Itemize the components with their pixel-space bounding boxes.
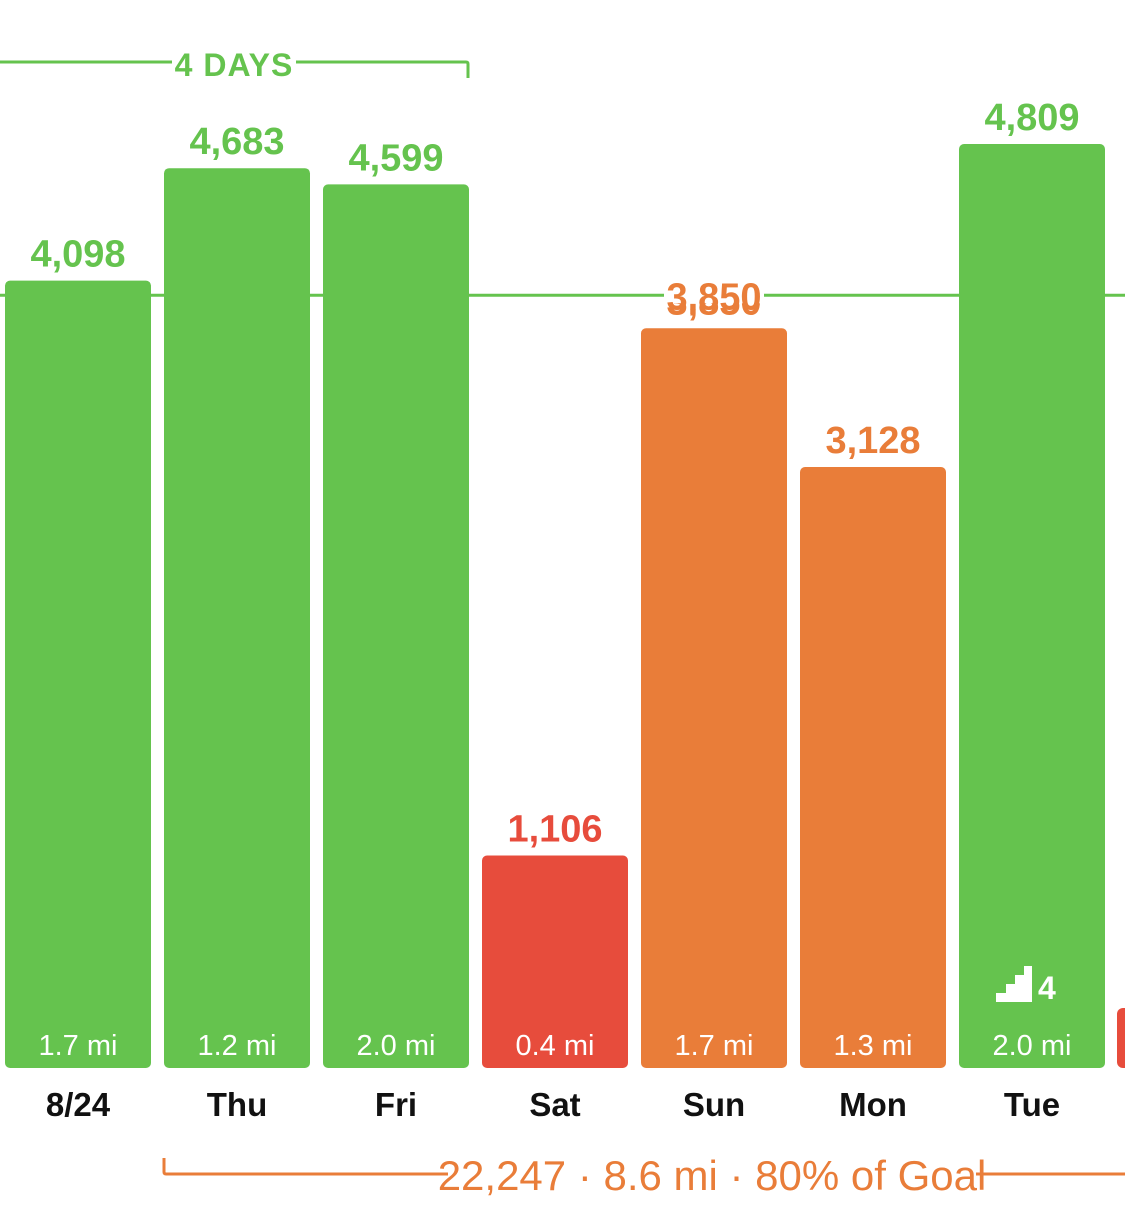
distance-label: 1.7 mi xyxy=(39,1030,118,1062)
x-tick-label: 8/24 xyxy=(46,1086,111,1123)
bar-fri[interactable] xyxy=(323,184,469,1068)
streak-bracket-line-right xyxy=(296,60,470,78)
distance-label: 0.4 mi xyxy=(516,1030,595,1062)
value-label: 3,128 xyxy=(825,420,920,462)
value-label: 4,599 xyxy=(348,137,443,179)
streak-label: 4 DAYS xyxy=(175,47,294,83)
floors-badge: 4 xyxy=(996,966,1056,1006)
bar-sun[interactable] xyxy=(641,328,787,1068)
goal-line-label: 3,850 xyxy=(666,276,761,318)
bar-sat[interactable] xyxy=(482,855,628,1068)
bars: 4,098 1.7 mi 8/24 4,683 1.2 mi Thu 4,599 2.0 mi… xyxy=(5,97,1105,1123)
x-tick-label: Tue xyxy=(1004,1086,1060,1123)
streak-bracket: 4 DAYS xyxy=(0,47,470,83)
x-tick-label: Fri xyxy=(375,1086,417,1123)
bar-thu[interactable] xyxy=(164,168,310,1069)
value-label: 4,683 xyxy=(189,121,284,163)
bar-8-24[interactable] xyxy=(5,280,151,1069)
floors-count: 4 xyxy=(1038,970,1056,1006)
summary-label: 22,247 · 8.6 mi · 80% of Goal xyxy=(438,1152,987,1199)
distance-label: 2.0 mi xyxy=(357,1030,436,1062)
value-label: 4,098 xyxy=(30,234,125,276)
distance-label: 2.0 mi xyxy=(993,1030,1072,1062)
value-label: 1,106 xyxy=(507,808,602,850)
bar-mon[interactable] xyxy=(800,466,946,1068)
summary-bracket: 22,247 · 8.6 mi · 80% of Goal xyxy=(162,1152,1125,1199)
x-tick-label: Thu xyxy=(207,1086,267,1123)
goal-label-halo xyxy=(664,287,764,304)
value-label: 4,809 xyxy=(984,97,1079,139)
stairs-icon xyxy=(996,966,1032,1002)
x-tick-label: Sun xyxy=(683,1086,745,1123)
summary-bracket-line-left xyxy=(162,1158,448,1176)
x-tick-label: Mon xyxy=(839,1086,907,1123)
distance-label: 1.2 mi xyxy=(198,1030,277,1062)
x-tick-label: Sat xyxy=(529,1086,580,1123)
bar-tue[interactable] xyxy=(959,144,1105,1068)
distance-label: 1.3 mi xyxy=(834,1030,913,1062)
next-bar-partial xyxy=(1117,1008,1125,1068)
distance-label: 1.7 mi xyxy=(675,1030,754,1062)
